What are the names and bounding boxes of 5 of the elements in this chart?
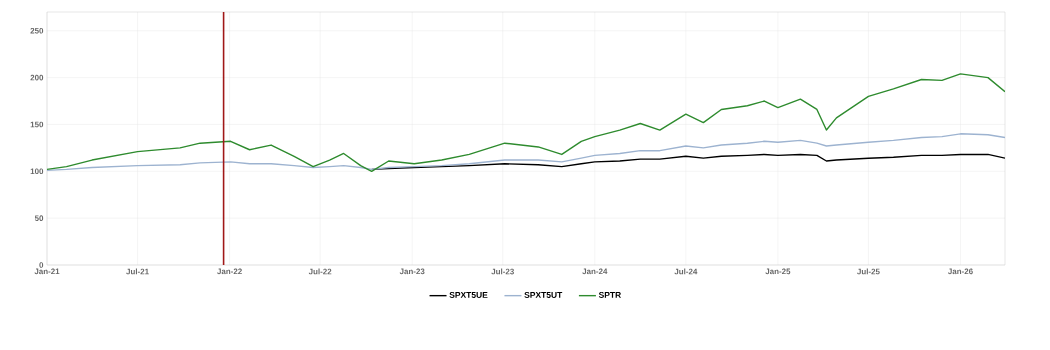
legend-label: SPXT5UE [449,291,488,298]
legend-label: SPTR [598,291,622,298]
legend-label: SPXT5UT [524,291,563,298]
line-series [47,73,1006,172]
line-series [47,133,1006,172]
